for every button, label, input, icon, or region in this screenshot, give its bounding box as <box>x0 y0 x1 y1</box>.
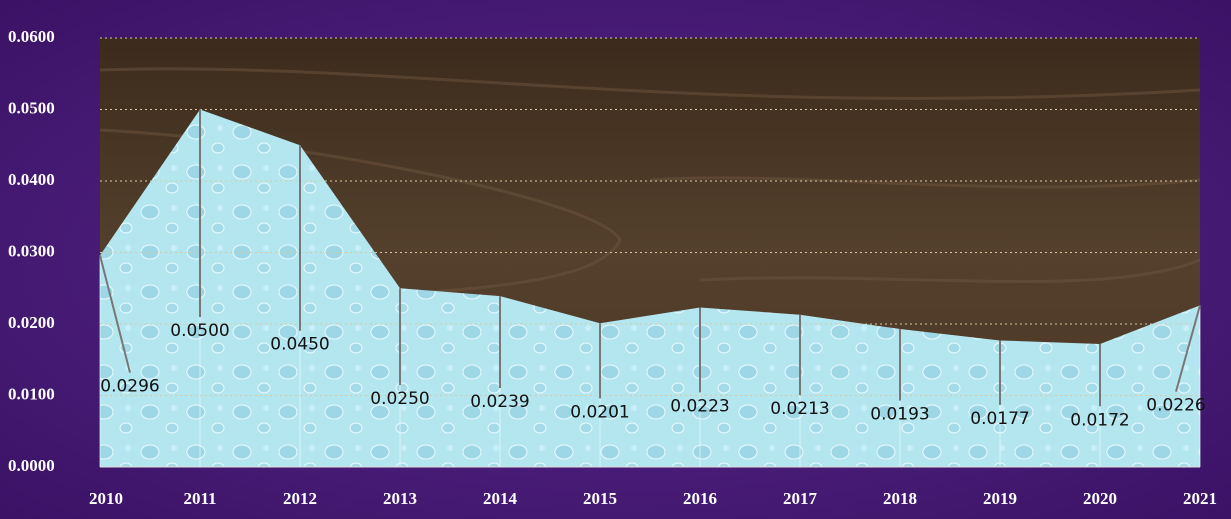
data-label: 0.0193 <box>870 405 929 425</box>
data-label: 0.0250 <box>370 389 429 409</box>
x-tick-label: 2020 <box>1083 489 1117 508</box>
leader-line <box>99 255 131 373</box>
x-tick-label: 2021 <box>1183 489 1217 508</box>
leader-line <box>1175 305 1201 392</box>
y-tick-label: 0.0300 <box>8 241 55 260</box>
data-label: 0.0201 <box>570 402 629 422</box>
x-tick-label: 2019 <box>983 489 1017 508</box>
area <box>100 109 1200 467</box>
x-tick-label: 2010 <box>89 489 123 508</box>
x-tick-label: 2018 <box>883 489 917 508</box>
data-label: 0.0450 <box>270 335 329 355</box>
x-tick-label: 2013 <box>383 489 417 508</box>
data-label: 0.0296 <box>100 377 159 397</box>
data-label: 0.0213 <box>770 399 829 419</box>
data-label: 0.0177 <box>970 409 1029 429</box>
x-tick-label: 2012 <box>283 489 317 508</box>
data-label: 0.0500 <box>170 321 229 341</box>
x-tick-label: 2011 <box>183 489 216 508</box>
x-tick-label: 2016 <box>683 489 717 508</box>
y-tick-label: 0.0200 <box>8 313 55 332</box>
y-tick-label: 0.0400 <box>8 170 55 189</box>
data-label: 0.0226 <box>1146 396 1205 416</box>
y-tick-label: 0.0500 <box>8 98 55 117</box>
y-tick-label: 0.0100 <box>8 384 55 403</box>
data-label: 0.0172 <box>1070 410 1129 430</box>
y-tick-label: 0.0600 <box>8 27 55 46</box>
data-label: 0.0223 <box>670 396 729 416</box>
y-tick-label: 0.0000 <box>8 456 55 475</box>
x-tick-label: 2015 <box>583 489 617 508</box>
data-label: 0.0239 <box>470 392 529 412</box>
x-tick-label: 2017 <box>783 489 818 508</box>
x-tick-label: 2014 <box>483 489 518 508</box>
